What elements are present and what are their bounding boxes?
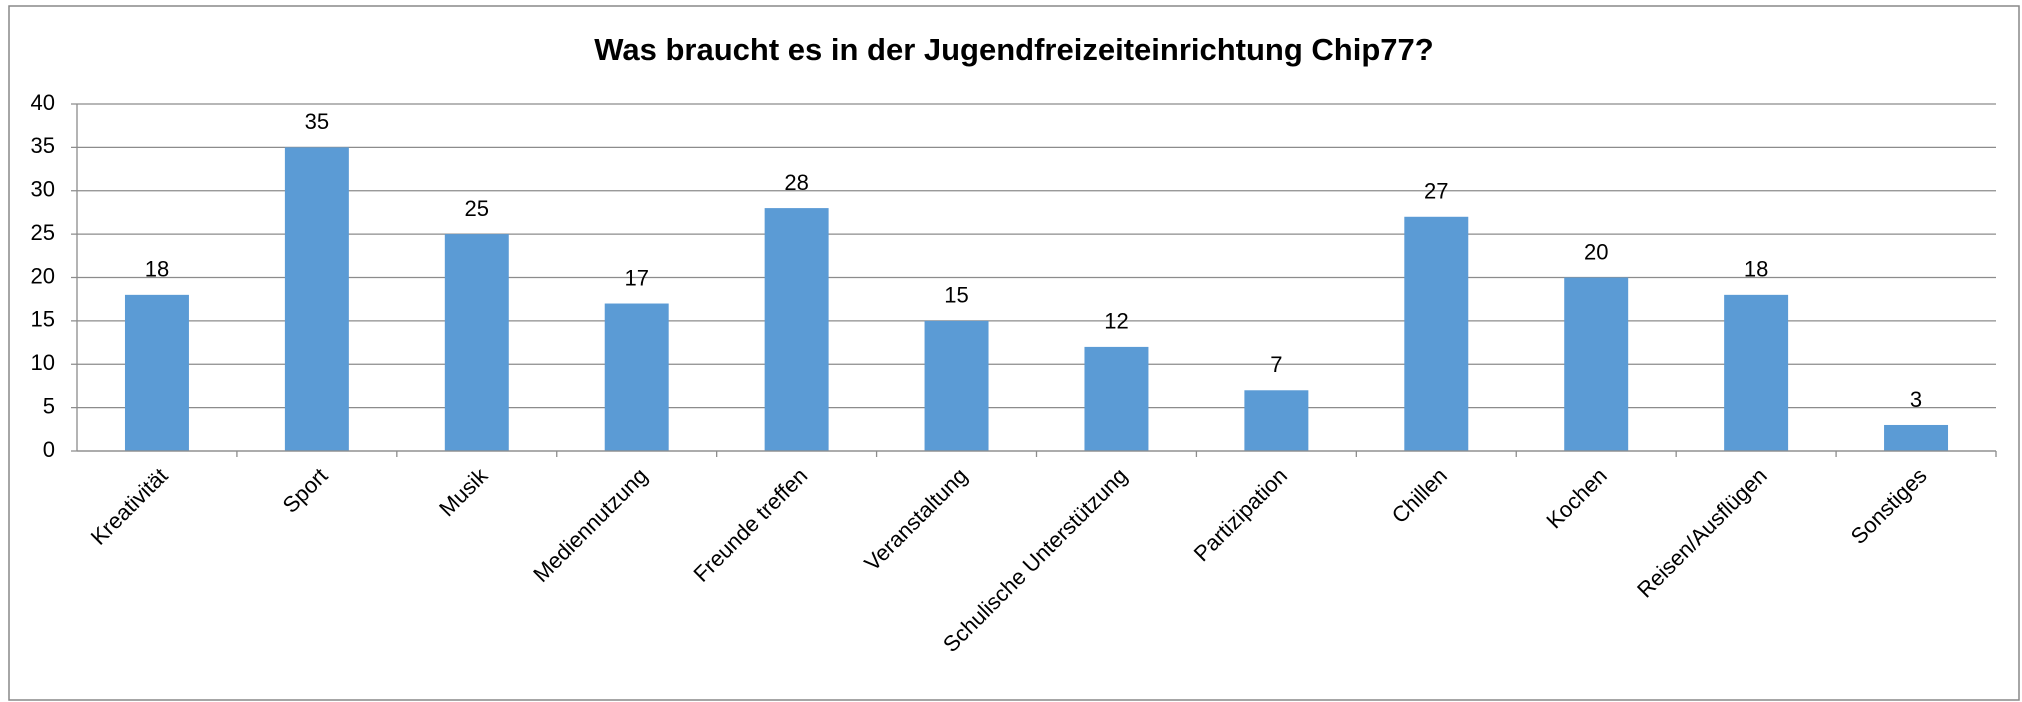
bar — [1564, 277, 1629, 451]
y-tick-label: 25 — [31, 220, 55, 245]
data-label: 7 — [1270, 352, 1282, 377]
y-tick-label: 15 — [31, 307, 55, 332]
data-label: 18 — [145, 257, 169, 282]
bar — [1244, 390, 1309, 451]
bar — [1404, 216, 1469, 451]
y-tick-label: 35 — [31, 133, 55, 158]
y-tick-label: 10 — [31, 350, 55, 375]
data-label: 17 — [624, 265, 648, 290]
bar — [124, 294, 189, 451]
y-tick-label: 5 — [43, 393, 55, 418]
bar — [604, 303, 669, 451]
data-label: 35 — [305, 109, 329, 134]
y-tick-label: 20 — [31, 263, 55, 288]
data-label: 15 — [944, 283, 968, 308]
bar — [764, 208, 829, 451]
data-label: 28 — [784, 170, 808, 195]
bar — [1724, 294, 1789, 451]
y-tick-label: 0 — [43, 437, 55, 462]
bar — [444, 234, 509, 451]
bar — [1084, 346, 1149, 451]
y-tick-label: 40 — [31, 90, 55, 115]
data-label: 25 — [465, 196, 489, 221]
data-label: 18 — [1744, 257, 1768, 282]
bar — [284, 147, 349, 451]
y-tick-label: 30 — [31, 177, 55, 202]
bar — [924, 320, 989, 451]
chart-title: Was braucht es in der Jugendfreizeiteinr… — [594, 32, 1433, 67]
bar — [1884, 424, 1949, 451]
data-label: 3 — [1910, 387, 1922, 412]
data-label: 27 — [1424, 179, 1448, 204]
data-label: 12 — [1104, 309, 1128, 334]
data-label: 20 — [1584, 239, 1608, 264]
